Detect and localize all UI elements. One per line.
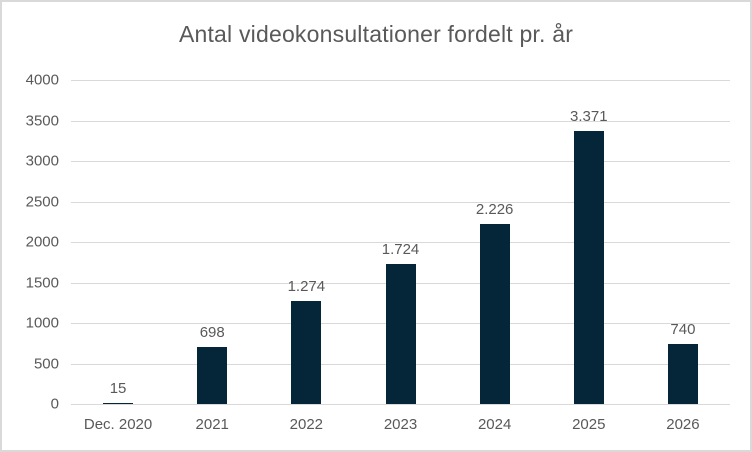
- x-tick-label: 2022: [289, 416, 324, 433]
- value-label: 698: [199, 324, 225, 341]
- value-label: 2.226: [475, 201, 514, 218]
- bar-2026: [667, 344, 698, 404]
- bar-2021: [197, 347, 228, 404]
- x-tick-label: 2023: [383, 416, 418, 433]
- gridline: [71, 161, 730, 162]
- plot-area: 15 698 1.274 1.724 2.226 3.371 740: [71, 80, 730, 405]
- y-tick-label: 1500: [25, 274, 59, 291]
- y-tick-label: 0: [50, 395, 59, 413]
- chart-title: Antal videokonsultationer fordelt pr. år: [178, 21, 574, 47]
- y-tick-label: 3000: [25, 152, 59, 170]
- value-label: 15: [109, 380, 127, 397]
- x-tick-label: 2021: [195, 416, 229, 433]
- x-tick-label: Dec. 2020: [83, 416, 153, 433]
- y-tick-label: 4000: [25, 71, 59, 89]
- y-tick-label: 2000: [25, 233, 59, 251]
- x-tick-label: 2026: [666, 416, 700, 433]
- x-axis: Dec. 2020 2021 2022 2023 2024 2025 2026: [71, 416, 730, 438]
- gridline: [71, 404, 730, 405]
- bar-2025: [573, 131, 604, 404]
- x-tick-label: 2025: [572, 416, 606, 433]
- value-label: 3.371: [570, 108, 608, 125]
- bar-2023: [385, 264, 416, 404]
- bar-Dec. 2020: [103, 403, 134, 404]
- y-axis: 0 500 1000 1500 2000 2500 3000 3500 4000: [2, 72, 59, 413]
- x-tick-label: 2024: [477, 416, 512, 433]
- value-label: 740: [670, 321, 696, 338]
- bar-2024: [479, 224, 510, 404]
- y-tick-label: 2500: [25, 193, 59, 210]
- gridline: [71, 80, 730, 81]
- y-tick-label: 3500: [25, 112, 59, 129]
- value-label: 1.274: [287, 278, 326, 295]
- bar-2022: [291, 301, 322, 404]
- gridline: [71, 120, 730, 122]
- value-label: 1.724: [381, 241, 420, 258]
- y-tick-label: 1000: [25, 314, 59, 332]
- gridline: [71, 201, 730, 203]
- y-tick-label: 500: [33, 355, 59, 372]
- gridline: [71, 242, 730, 243]
